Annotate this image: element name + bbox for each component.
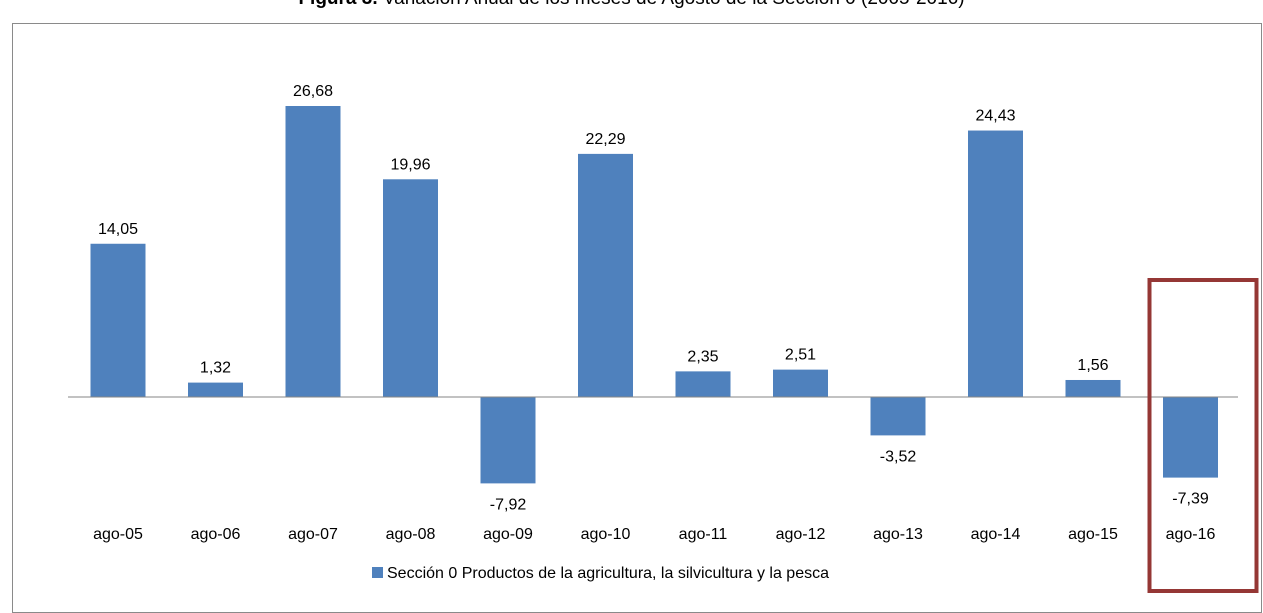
data-label-ago-08: 19,96	[390, 156, 430, 173]
bar-ago-05	[90, 243, 146, 397]
bar-ago-07	[285, 106, 341, 397]
bar-ago-16	[1163, 397, 1218, 478]
data-label-ago-11: 2,35	[687, 348, 718, 365]
data-label-ago-16: -7,39	[1172, 491, 1209, 508]
bar-ago-12	[773, 369, 828, 397]
data-label-ago-12: 2,51	[785, 347, 816, 364]
bar-ago-11	[675, 371, 731, 397]
chart-title: Figura 3. Variación Anual de los meses d…	[0, 0, 1263, 10]
x-tick-label-ago-05: ago-05	[93, 526, 143, 543]
data-label-ago-05: 14,05	[98, 221, 138, 238]
x-tick-label-ago-06: ago-06	[191, 526, 241, 543]
x-tick-label-ago-07: ago-07	[288, 526, 338, 543]
bar-ago-06	[188, 382, 243, 397]
data-label-ago-10: 22,29	[585, 131, 625, 148]
x-tick-label-ago-11: ago-11	[679, 526, 728, 543]
x-tick-label-ago-08: ago-08	[386, 526, 436, 543]
data-label-ago-06: 1,32	[200, 360, 231, 377]
x-tick-label-ago-12: ago-12	[776, 526, 826, 543]
legend-label: Sección 0 Productos de la agricultura, l…	[387, 565, 829, 582]
x-tick-label-ago-10: ago-10	[581, 526, 631, 543]
data-label-ago-13: -3,52	[880, 448, 917, 465]
highlight-box	[1147, 278, 1259, 593]
x-tick-label-ago-15: ago-15	[1068, 526, 1118, 543]
x-tick-label-ago-14: ago-14	[971, 526, 1021, 543]
bar-ago-13	[870, 397, 926, 436]
bar-ago-08	[383, 179, 438, 397]
bar-ago-14	[968, 130, 1023, 398]
legend-swatch	[372, 567, 383, 578]
x-tick-label-ago-16: ago-16	[1166, 526, 1216, 543]
data-label-ago-09: -7,92	[490, 496, 527, 513]
data-label-ago-07: 26,68	[293, 83, 333, 100]
bar-ago-15	[1065, 379, 1121, 397]
bar-ago-10	[578, 153, 633, 397]
data-label-ago-15: 1,56	[1077, 357, 1108, 374]
bar-ago-09	[480, 397, 536, 484]
data-label-ago-14: 24,43	[975, 108, 1015, 125]
legend: Sección 0 Productos de la agricultura, l…	[372, 565, 829, 582]
x-tick-label-ago-09: ago-09	[483, 526, 533, 543]
x-tick-label-ago-13: ago-13	[873, 526, 923, 543]
